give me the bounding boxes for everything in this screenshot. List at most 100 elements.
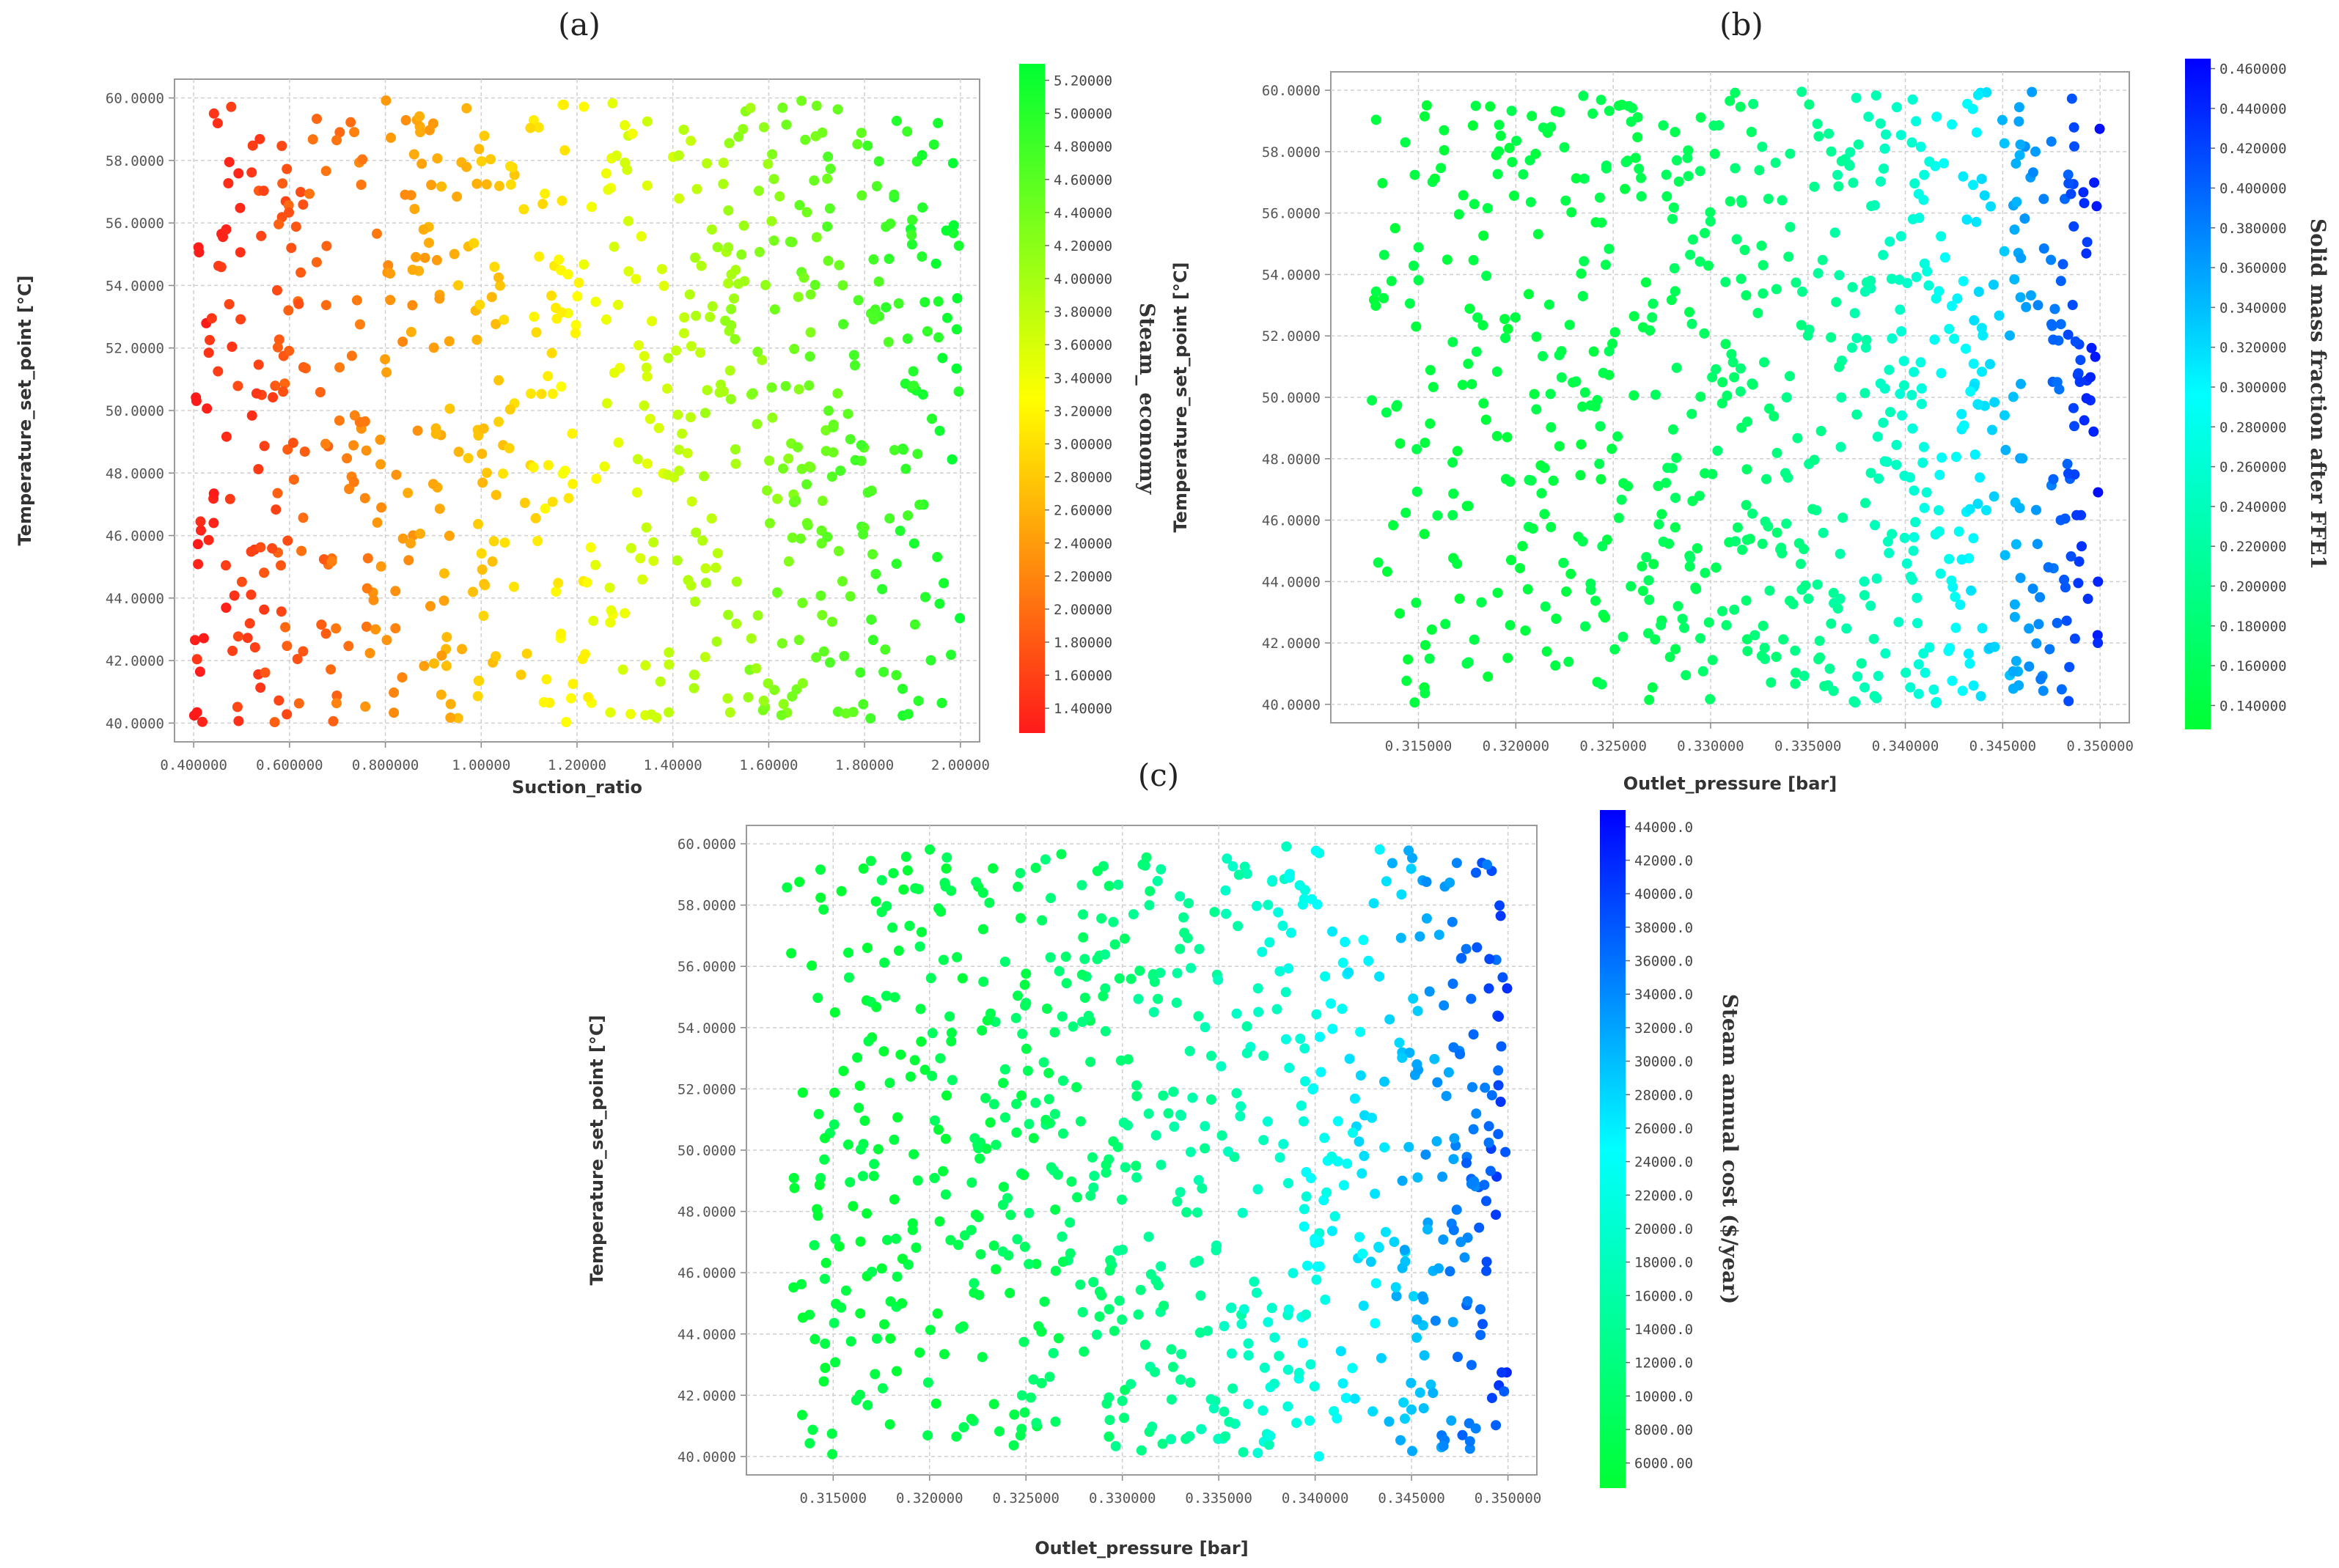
data-point bbox=[699, 471, 710, 482]
data-point bbox=[477, 564, 488, 575]
data-point bbox=[2008, 683, 2019, 694]
data-point bbox=[534, 251, 545, 262]
data-point bbox=[1705, 693, 1716, 704]
data-point bbox=[191, 707, 202, 718]
data-point bbox=[2011, 539, 2022, 550]
data-point bbox=[1796, 320, 1807, 331]
data-point bbox=[1482, 203, 1493, 213]
data-point bbox=[2008, 666, 2019, 677]
data-point bbox=[1756, 650, 1767, 661]
data-point bbox=[1200, 1022, 1211, 1033]
data-point bbox=[1791, 667, 1802, 678]
data-point bbox=[1824, 663, 1835, 674]
colorbar-tick-label: 3.60000 bbox=[1054, 337, 1112, 353]
data-point bbox=[974, 1289, 985, 1300]
data-point bbox=[385, 295, 396, 306]
data-point bbox=[372, 517, 383, 528]
data-point bbox=[1963, 648, 1974, 659]
colorbar-tick-label: 1.60000 bbox=[1054, 668, 1112, 684]
data-point bbox=[1601, 163, 1612, 174]
data-point bbox=[1133, 993, 1144, 1004]
data-point bbox=[1296, 1100, 1307, 1111]
panel-a: (a) 0.400000 0.600000 0.800000 1.00000 1.200… bbox=[15, 7, 1159, 798]
data-point bbox=[283, 305, 294, 316]
data-point bbox=[1539, 463, 1550, 474]
data-point bbox=[1432, 510, 1443, 521]
data-point bbox=[1135, 1284, 1146, 1295]
data-point bbox=[1100, 983, 1111, 994]
data-point bbox=[1114, 1295, 1125, 1306]
data-point bbox=[1796, 87, 1807, 97]
data-point bbox=[1018, 1336, 1029, 1347]
data-point bbox=[405, 326, 416, 337]
data-point bbox=[409, 204, 420, 215]
data-point bbox=[919, 297, 930, 308]
data-point bbox=[2063, 178, 2074, 189]
data-point bbox=[509, 581, 519, 592]
data-point bbox=[819, 1273, 830, 1284]
data-point bbox=[977, 1352, 988, 1363]
data-point bbox=[848, 350, 859, 361]
data-point bbox=[1031, 1418, 1042, 1429]
data-point bbox=[1413, 242, 1424, 253]
data-point bbox=[1252, 1184, 1263, 1195]
data-point bbox=[1424, 653, 1435, 664]
data-point bbox=[224, 299, 235, 309]
data-point bbox=[1163, 1108, 1174, 1119]
data-point bbox=[873, 1144, 884, 1155]
data-point bbox=[272, 487, 283, 498]
data-point bbox=[1238, 1304, 1249, 1315]
data-point bbox=[1046, 1162, 1057, 1173]
data-point bbox=[1832, 169, 1843, 180]
data-point bbox=[1551, 614, 1562, 624]
data-point bbox=[1502, 652, 1513, 663]
data-point bbox=[449, 249, 460, 260]
data-point bbox=[700, 408, 710, 419]
data-point bbox=[663, 353, 674, 364]
data-point bbox=[1956, 408, 1967, 419]
data-point bbox=[430, 428, 441, 439]
data-point bbox=[1060, 952, 1071, 962]
data-point bbox=[934, 1216, 945, 1227]
data-point bbox=[1977, 623, 1988, 633]
data-point bbox=[1257, 946, 1268, 957]
data-point bbox=[328, 715, 339, 726]
colorbar-tick-label: 24000.0 bbox=[1634, 1155, 1693, 1171]
data-point bbox=[1206, 1050, 1216, 1061]
data-point bbox=[1502, 432, 1513, 443]
data-point bbox=[391, 469, 402, 480]
data-point bbox=[832, 388, 843, 399]
data-point bbox=[1607, 443, 1618, 454]
data-point bbox=[937, 353, 948, 364]
data-point bbox=[1378, 292, 1389, 303]
data-point bbox=[1604, 106, 1615, 117]
x-tick-label: 0.335000 bbox=[1774, 738, 1842, 754]
data-point bbox=[738, 220, 749, 231]
data-point bbox=[679, 312, 690, 323]
data-point bbox=[682, 448, 693, 459]
data-point bbox=[1241, 869, 1252, 879]
data-point bbox=[1400, 507, 1411, 518]
data-point bbox=[488, 536, 499, 547]
data-point bbox=[1411, 1332, 1422, 1343]
data-point bbox=[1826, 332, 1837, 343]
data-point bbox=[702, 158, 712, 169]
data-point bbox=[809, 175, 820, 186]
data-point bbox=[1478, 398, 1489, 409]
data-point bbox=[1131, 1080, 1142, 1091]
colorbar-tick-label: 14000.0 bbox=[1634, 1322, 1693, 1338]
data-point bbox=[1720, 276, 1731, 287]
data-point bbox=[1200, 1121, 1211, 1132]
data-point bbox=[885, 1333, 896, 1344]
data-point bbox=[474, 675, 485, 686]
data-point bbox=[1525, 196, 1536, 207]
data-point bbox=[1684, 306, 1694, 317]
data-point bbox=[1492, 169, 1503, 180]
data-point bbox=[1785, 148, 1796, 159]
data-point bbox=[1812, 119, 1823, 129]
data-point bbox=[1813, 131, 1824, 141]
data-point bbox=[273, 334, 284, 345]
data-point bbox=[1420, 1149, 1431, 1160]
data-point bbox=[820, 1257, 831, 1268]
data-point bbox=[556, 628, 567, 639]
